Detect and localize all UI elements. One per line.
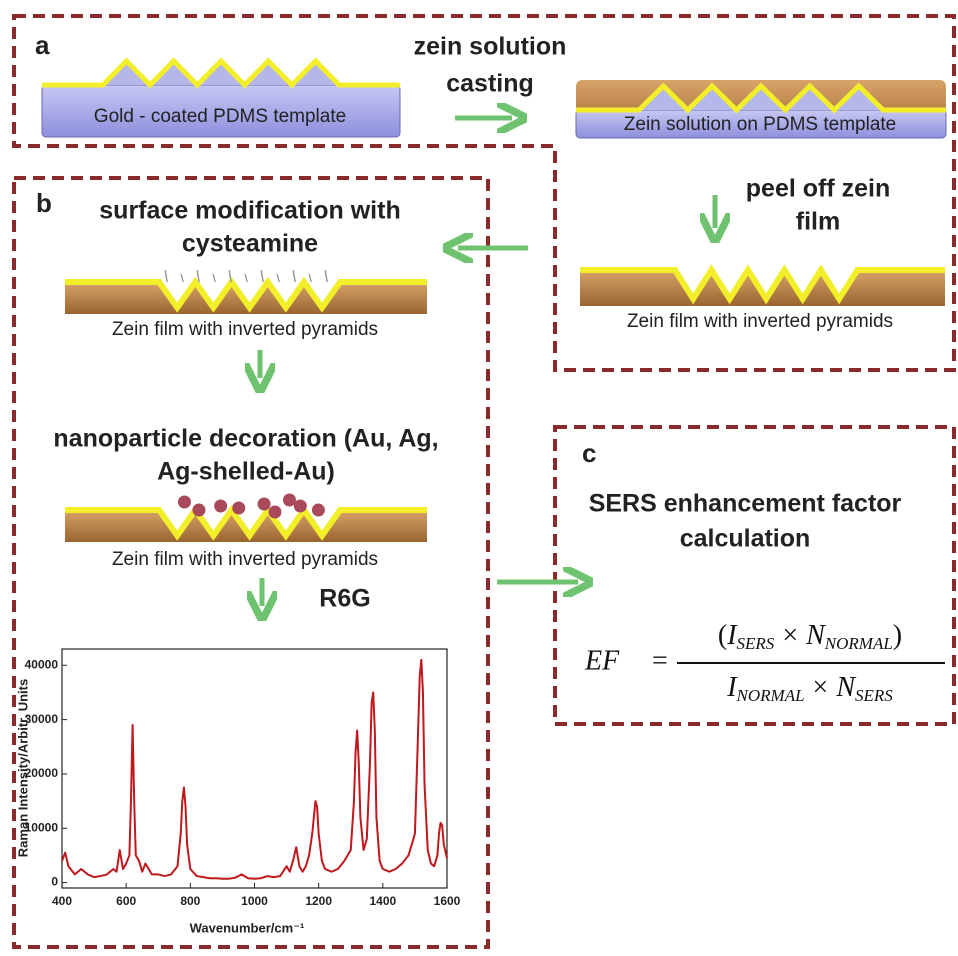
nanoparticle bbox=[192, 504, 205, 517]
step-label: calculation bbox=[680, 525, 811, 553]
nanoparticle bbox=[258, 498, 271, 511]
step-label: cysteamine bbox=[182, 230, 318, 258]
cysteamine bbox=[309, 274, 311, 282]
raman-chart: Wavenumber/cm⁻¹ Raman Intensity/Arbitr. … bbox=[15, 649, 460, 935]
step-label: surface modification with bbox=[99, 197, 400, 225]
equation-lhs: EF bbox=[584, 645, 620, 676]
x-axis-label: Wavenumber/cm⁻¹ bbox=[190, 920, 305, 935]
subscript: SERS bbox=[737, 634, 775, 653]
nanoparticle bbox=[214, 500, 227, 513]
equation-denominator: INORMAL×NSERS bbox=[726, 672, 893, 704]
pyramids bbox=[42, 61, 400, 85]
y-tick-label: 30000 bbox=[25, 712, 59, 726]
symbol: N bbox=[835, 672, 856, 703]
step-label: film bbox=[796, 208, 840, 236]
panel-label: a bbox=[35, 30, 50, 60]
step-label: zein solution bbox=[414, 33, 567, 61]
nanoparticle bbox=[232, 502, 245, 515]
step-label: Ag-shelled-Au) bbox=[157, 458, 335, 486]
nanoparticle bbox=[178, 496, 191, 509]
equation-equals: = bbox=[652, 645, 668, 676]
equation: EF = (ISERS×NNORMAL) INORMAL×NSERS bbox=[584, 620, 945, 704]
x-tick-label: 600 bbox=[116, 894, 136, 908]
subscript: NORMAL bbox=[824, 634, 893, 653]
figure: a b c zein solution casting peel off zei… bbox=[0, 0, 958, 951]
caption: Zein film with inverted pyramids bbox=[627, 311, 893, 332]
cysteamine bbox=[245, 274, 247, 282]
x-tick-label: 1600 bbox=[434, 894, 461, 908]
caption: Zein film with inverted pyramids bbox=[112, 319, 378, 340]
caption: Gold - coated PDMS template bbox=[94, 106, 346, 127]
panel-c-border bbox=[555, 427, 954, 724]
nanoparticle bbox=[312, 504, 325, 517]
symbol: N bbox=[805, 620, 826, 651]
x-tick-label: 1400 bbox=[369, 894, 396, 908]
nanoparticle bbox=[294, 500, 307, 513]
nanoparticle bbox=[268, 506, 281, 519]
subscript: NORMAL bbox=[736, 686, 805, 705]
spectrum-line bbox=[62, 660, 447, 879]
x-tick-label: 1200 bbox=[305, 894, 332, 908]
step-label: nanoparticle decoration (Au, Ag, bbox=[53, 425, 438, 453]
cysteamine bbox=[165, 270, 167, 282]
panel-label: b bbox=[36, 188, 52, 218]
paren: ) bbox=[893, 620, 902, 651]
cysteamine bbox=[181, 274, 183, 282]
y-tick-label: 40000 bbox=[25, 657, 59, 671]
equation-numerator: (ISERS×NNORMAL) bbox=[718, 620, 902, 652]
cysteamine bbox=[293, 270, 295, 282]
operator: × bbox=[782, 620, 798, 651]
paren: ( bbox=[718, 620, 727, 651]
y-tick-label: 0 bbox=[51, 875, 58, 889]
operator: × bbox=[813, 672, 829, 703]
y-tick-label: 20000 bbox=[25, 766, 59, 780]
x-tick-label: 1000 bbox=[241, 894, 268, 908]
subscript: SERS bbox=[855, 686, 893, 705]
cysteamine bbox=[261, 270, 263, 282]
x-tick-label: 400 bbox=[52, 894, 72, 908]
step-label: SERS enhancement factor bbox=[589, 490, 902, 518]
step-label: R6G bbox=[319, 585, 370, 613]
cysteamine bbox=[325, 270, 327, 282]
caption: Zein solution on PDMS template bbox=[624, 114, 896, 135]
y-tick-label: 10000 bbox=[25, 820, 59, 834]
x-tick-label: 800 bbox=[180, 894, 200, 908]
caption: Zein film with inverted pyramids bbox=[112, 549, 378, 570]
step-label: casting bbox=[446, 70, 534, 98]
cysteamine bbox=[277, 274, 279, 282]
step-label: peel off zein bbox=[746, 175, 890, 203]
panel-label: c bbox=[582, 438, 596, 468]
cysteamine bbox=[213, 274, 215, 282]
